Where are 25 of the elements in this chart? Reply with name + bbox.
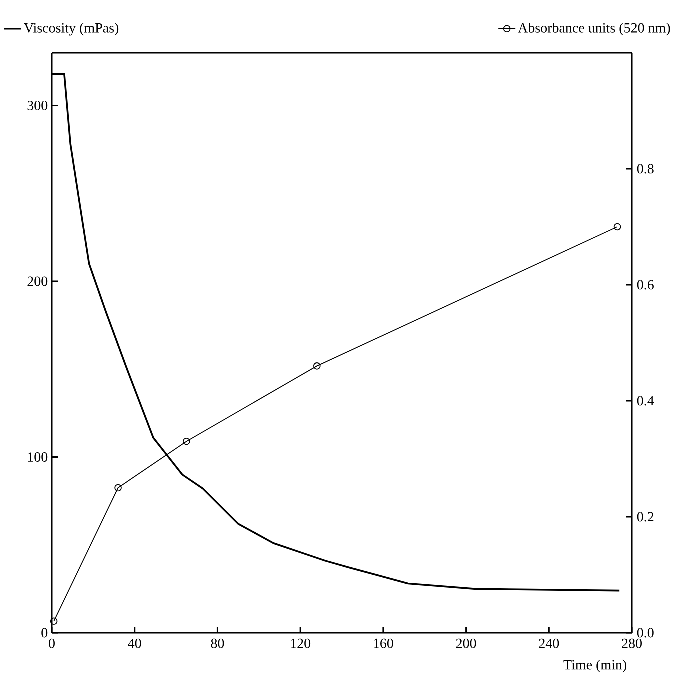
point (614, 223, 622, 231)
x-tick-label: 280 (622, 638, 642, 648)
y2-tick-label: 0.8 (637, 164, 654, 174)
y2-tick-label: 0.0 (637, 628, 654, 638)
x-axis-title: Time (min) (564, 660, 627, 673)
legend-label: Viscosity (mPas) (24, 22, 119, 36)
y2-tick-label: 0.2 (637, 512, 654, 522)
point (50, 618, 58, 626)
y2-tick-label: 0.6 (637, 280, 654, 290)
point (314, 362, 321, 370)
point (114, 484, 122, 492)
point (183, 438, 190, 446)
y-tick-label: 0 (42, 628, 48, 638)
legend-label: Absorbance units (520 nm) (518, 22, 670, 36)
x-tick-label: 0 (49, 638, 55, 648)
x-tick-label: 240 (539, 638, 560, 648)
x-tick-label: 80 (211, 638, 224, 648)
x-tick-label: 40 (128, 638, 142, 648)
x-tick-label: 120 (291, 638, 311, 648)
y-tick-label: 100 (28, 452, 48, 462)
x-tick-label: 200 (456, 638, 476, 648)
y2-tick-label: 0.4 (637, 396, 654, 406)
x-tick-label: 160 (374, 638, 394, 648)
y-tick-label: 200 (28, 276, 48, 286)
y-tick-label: 300 (28, 100, 48, 110)
